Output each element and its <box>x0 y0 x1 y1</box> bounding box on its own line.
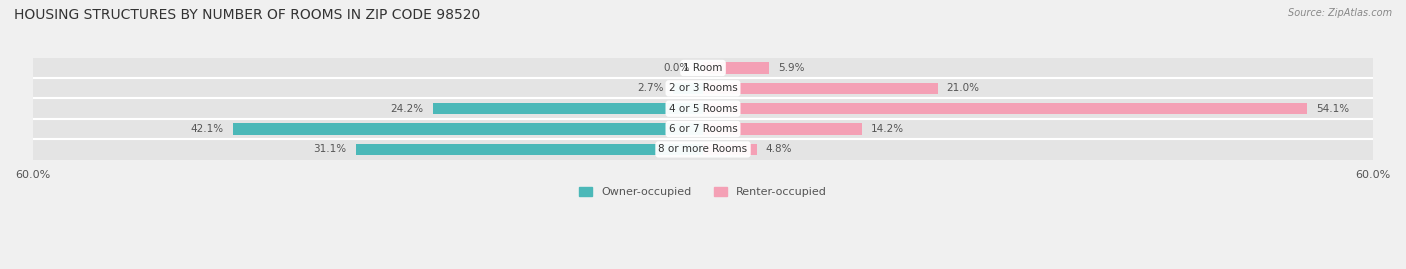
Text: 2.7%: 2.7% <box>637 83 664 93</box>
Bar <box>232 123 703 135</box>
Bar <box>32 78 1374 98</box>
Text: 24.2%: 24.2% <box>391 104 423 114</box>
Text: 0.0%: 0.0% <box>664 63 689 73</box>
Text: 5.9%: 5.9% <box>778 63 804 73</box>
Text: 14.2%: 14.2% <box>870 124 904 134</box>
Text: 6 or 7 Rooms: 6 or 7 Rooms <box>669 124 737 134</box>
Bar <box>703 62 769 73</box>
Bar <box>673 83 703 94</box>
Text: 2 or 3 Rooms: 2 or 3 Rooms <box>669 83 737 93</box>
Text: 42.1%: 42.1% <box>191 124 224 134</box>
Bar <box>32 98 1374 119</box>
Bar <box>703 103 1308 114</box>
Bar <box>433 103 703 114</box>
Text: 8 or more Rooms: 8 or more Rooms <box>658 144 748 154</box>
Bar <box>703 144 756 155</box>
Text: Source: ZipAtlas.com: Source: ZipAtlas.com <box>1288 8 1392 18</box>
Text: 1 Room: 1 Room <box>683 63 723 73</box>
Text: 54.1%: 54.1% <box>1316 104 1350 114</box>
Text: 31.1%: 31.1% <box>314 144 347 154</box>
Text: HOUSING STRUCTURES BY NUMBER OF ROOMS IN ZIP CODE 98520: HOUSING STRUCTURES BY NUMBER OF ROOMS IN… <box>14 8 481 22</box>
Text: 4.8%: 4.8% <box>766 144 792 154</box>
Text: 21.0%: 21.0% <box>946 83 980 93</box>
Legend: Owner-occupied, Renter-occupied: Owner-occupied, Renter-occupied <box>575 183 831 202</box>
Bar <box>32 119 1374 139</box>
Bar <box>356 144 703 155</box>
Bar <box>32 58 1374 78</box>
Bar <box>703 83 938 94</box>
Bar <box>703 123 862 135</box>
Bar <box>32 139 1374 160</box>
Text: 4 or 5 Rooms: 4 or 5 Rooms <box>669 104 737 114</box>
